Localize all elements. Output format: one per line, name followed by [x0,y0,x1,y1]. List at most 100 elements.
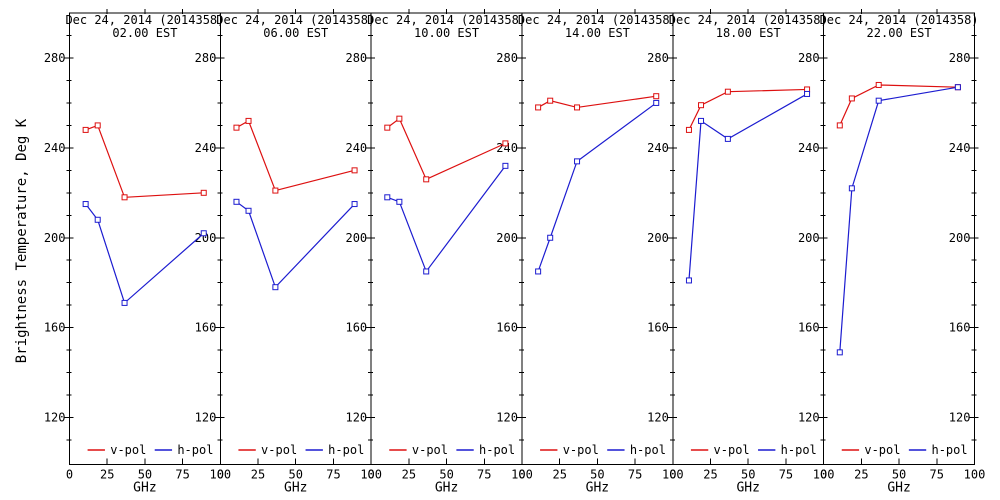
y-tick-label: 240 [949,141,971,155]
panel-title-date: Dec 24, 2014 (2014358) [518,13,677,27]
y-tick-label: 280 [44,51,66,65]
y-tick-label: 240 [195,141,217,155]
y-tick-label: 280 [195,51,217,65]
x-tick-label: 50 [892,468,906,482]
y-tick-label: 280 [647,51,669,65]
x-tick-label: 100 [511,468,533,482]
v-pol-line [85,124,204,198]
v-pol-line [688,88,808,131]
x-tick-label: 100 [209,468,231,482]
v-pol-marker [245,117,252,124]
x-axis-unit-label: GHz [435,481,458,496]
x-axis-unit-label: GHz [887,481,910,496]
h-pol-marker [685,277,692,284]
y-tick-label: 160 [195,321,217,335]
x-tick-label: 25 [100,468,114,482]
y-tick-label: 240 [496,141,518,155]
y-tick-label: 120 [798,411,820,425]
x-tick-label: 50 [590,468,604,482]
y-tick-label: 120 [195,411,217,425]
y-tick-label: 240 [44,141,66,155]
h-pol-marker [82,201,89,208]
panel-title-time: 02.00 EST [112,26,177,40]
y-tick-label: 240 [647,141,669,155]
v-pol-marker [574,104,581,111]
x-axis-unit-label: GHz [133,481,156,496]
y-tick-label: 160 [345,321,367,335]
h-pol-marker [875,97,882,104]
y-tick-label: 160 [44,321,66,335]
v-pol-marker [535,104,542,111]
x-tick-label: 75 [326,468,340,482]
v-pol-marker [384,124,391,131]
panel-title-time: 10.00 EST [414,26,479,40]
h-pol-marker [200,230,207,237]
h-pol-marker [94,216,101,223]
v-pol-marker [685,126,692,133]
x-tick-label: 75 [628,468,642,482]
x-tick-label: 50 [289,468,303,482]
x-axis-unit-label: GHz [586,481,609,496]
x-tick-label: 50 [439,468,453,482]
v-pol-marker [653,93,660,100]
y-tick-label: 200 [44,231,66,245]
x-tick-label: 50 [138,468,152,482]
v-pol-marker [848,95,855,102]
x-tick-label: 0 [368,468,375,482]
x-tick-label: 25 [251,468,265,482]
x-tick-label: 100 [360,468,382,482]
y-tick-label: 200 [647,231,669,245]
x-tick-label: 75 [477,468,491,482]
x-tick-label: 100 [813,468,835,482]
v-pol-marker [233,124,240,131]
y-tick-label: 160 [949,321,971,335]
legend-v-pol-label: v-pol [261,443,297,457]
h-pol-line [839,86,958,353]
h-pol-marker [848,185,855,192]
legend-h-pol-label: h-pol [328,443,364,457]
h-pol-marker [384,194,391,201]
v-pol-line [839,84,958,126]
v-pol-marker [200,189,207,196]
v-pol-marker [396,115,403,122]
h-pol-marker [272,284,279,291]
h-pol-marker [653,99,660,106]
y-tick-label: 120 [44,411,66,425]
x-tick-label: 0 [518,468,525,482]
y-tick-label: 280 [496,51,518,65]
panel-title-date: Dec 24, 2014 (2014358) [216,13,375,27]
x-tick-label: 0 [820,468,827,482]
h-pol-marker [724,135,731,142]
h-pol-marker [502,162,509,169]
legend-h-pol-label: h-pol [177,443,213,457]
y-tick-label: 120 [647,411,669,425]
h-pol-marker [233,198,240,205]
y-tick-label: 120 [949,411,971,425]
y-tick-label: 120 [345,411,367,425]
h-pol-marker [351,201,358,208]
x-tick-label: 75 [930,468,944,482]
legend-h-pol-label: h-pol [781,443,817,457]
x-tick-label: 75 [175,468,189,482]
panel-title-time: 14.00 EST [565,26,630,40]
v-pol-marker [698,102,705,109]
legend-v-pol-label: v-pol [714,443,750,457]
legend-v-pol-label: v-pol [563,443,599,457]
h-pol-line [537,102,657,272]
legend-h-pol-label: h-pol [931,443,967,457]
x-tick-label: 25 [703,468,717,482]
y-tick-label: 160 [798,321,820,335]
x-tick-label: 100 [964,468,986,482]
panel-title-date: Dec 24, 2014 (2014358) [367,13,526,27]
x-tick-label: 25 [854,468,868,482]
y-tick-label: 200 [798,231,820,245]
h-pol-line [387,165,506,273]
panel-title-time: 22.00 EST [867,26,932,40]
x-tick-label: 25 [402,468,416,482]
y-tick-label: 120 [496,411,518,425]
x-tick-label: 25 [552,468,566,482]
x-tick-label: 0 [66,468,73,482]
h-pol-line [85,203,205,304]
h-pol-line [688,93,808,281]
